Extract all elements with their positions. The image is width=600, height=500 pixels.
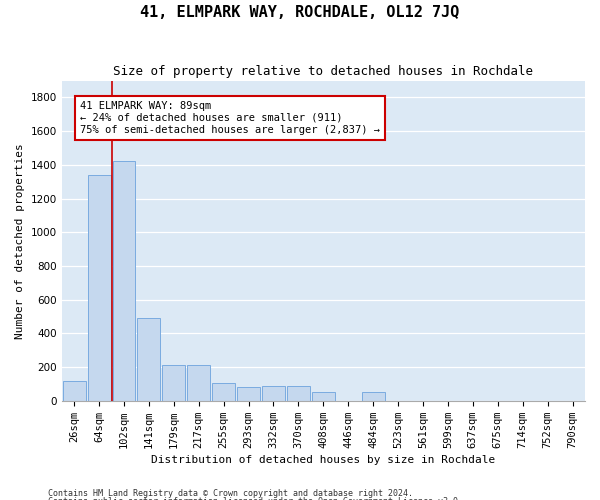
- Text: 41, ELMPARK WAY, ROCHDALE, OL12 7JQ: 41, ELMPARK WAY, ROCHDALE, OL12 7JQ: [140, 5, 460, 20]
- Text: Contains public sector information licensed under the Open Government Licence v3: Contains public sector information licen…: [48, 497, 463, 500]
- X-axis label: Distribution of detached houses by size in Rochdale: Distribution of detached houses by size …: [151, 455, 496, 465]
- Text: Contains HM Land Registry data © Crown copyright and database right 2024.: Contains HM Land Registry data © Crown c…: [48, 488, 413, 498]
- Bar: [312, 392, 335, 401]
- Bar: [287, 386, 310, 401]
- Y-axis label: Number of detached properties: Number of detached properties: [15, 143, 25, 338]
- Bar: [88, 175, 110, 401]
- Bar: [237, 386, 260, 401]
- Bar: [362, 392, 385, 401]
- Bar: [187, 364, 210, 401]
- Bar: [137, 318, 160, 401]
- Bar: [212, 383, 235, 401]
- Title: Size of property relative to detached houses in Rochdale: Size of property relative to detached ho…: [113, 65, 533, 78]
- Bar: [62, 382, 86, 401]
- Bar: [163, 364, 185, 401]
- Bar: [262, 386, 285, 401]
- Bar: [113, 162, 136, 401]
- Text: 41 ELMPARK WAY: 89sqm
← 24% of detached houses are smaller (911)
75% of semi-det: 41 ELMPARK WAY: 89sqm ← 24% of detached …: [80, 102, 380, 134]
